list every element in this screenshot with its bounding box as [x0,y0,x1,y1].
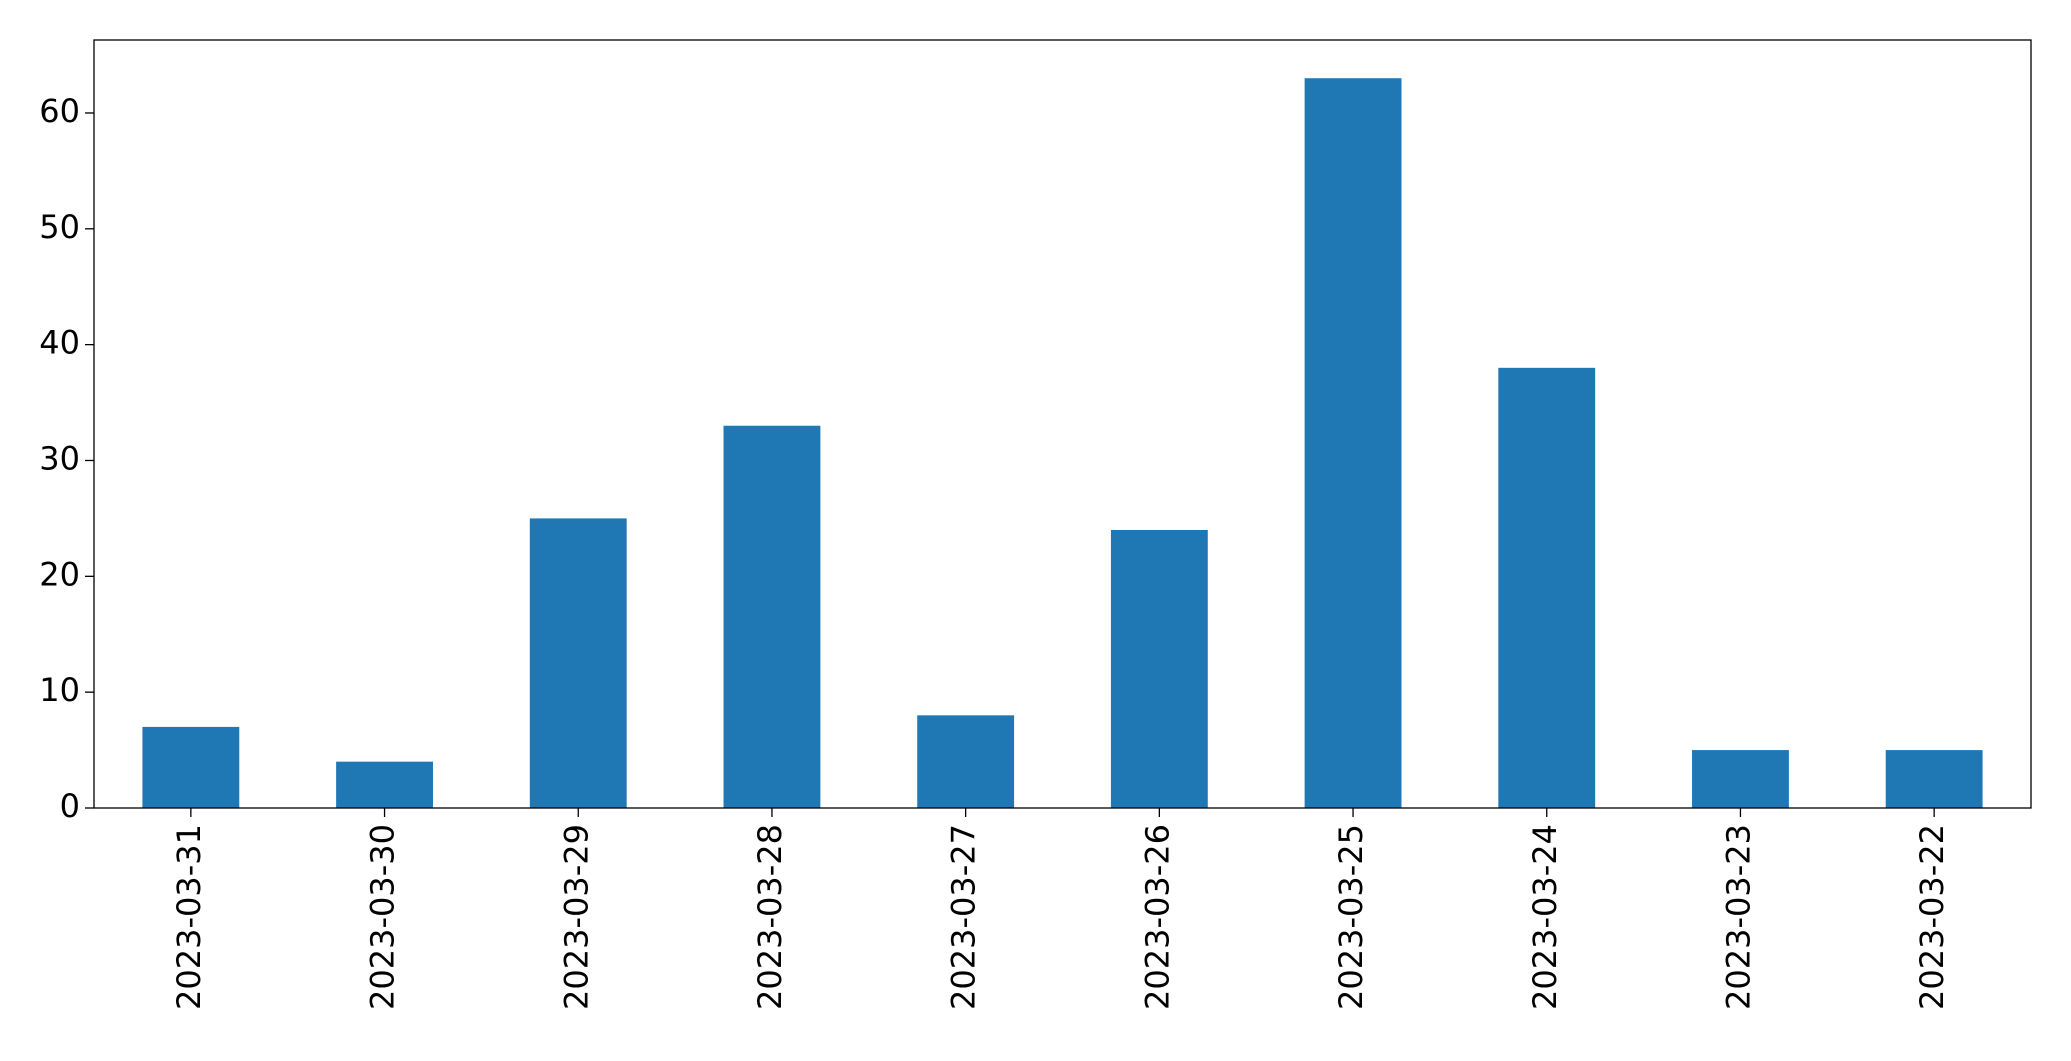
x-tick-label: 2023-03-24 [1526,824,1564,1010]
y-tick-label: 40 [39,324,80,362]
x-tick-label: 2023-03-31 [170,824,208,1010]
x-tick-label: 2023-03-29 [557,824,595,1010]
x-tick-label: 2023-03-26 [1138,824,1176,1010]
y-tick-label: 0 [60,787,80,825]
x-tick-label: 2023-03-22 [1913,824,1951,1010]
x-tick-label: 2023-03-25 [1332,824,1370,1010]
plot: 0 10 20 30 40 50 60 2023-03-31 2023-03-30 2023-03… [39,78,1983,1010]
bar [723,425,821,808]
bar [142,726,240,808]
y-tick-label: 30 [39,439,80,477]
bar [1885,750,1983,808]
bar [1692,750,1789,808]
y-tick-label: 10 [39,671,80,709]
bar [336,761,433,808]
x-tick-label: 2023-03-23 [1719,824,1757,1010]
plot-frame [93,39,2032,809]
x-tick-label: 2023-03-30 [364,824,402,1010]
bar [529,518,627,808]
y-tick-label: 20 [39,555,80,593]
bar [1304,78,1402,808]
bar [1110,529,1208,808]
x-tick-label: 2023-03-27 [945,824,983,1010]
bar [917,715,1015,808]
y-tick-label: 60 [39,92,80,130]
x-tick-label: 2023-03-28 [751,824,789,1010]
bar [1498,367,1596,808]
y-tick-label: 50 [39,208,80,246]
